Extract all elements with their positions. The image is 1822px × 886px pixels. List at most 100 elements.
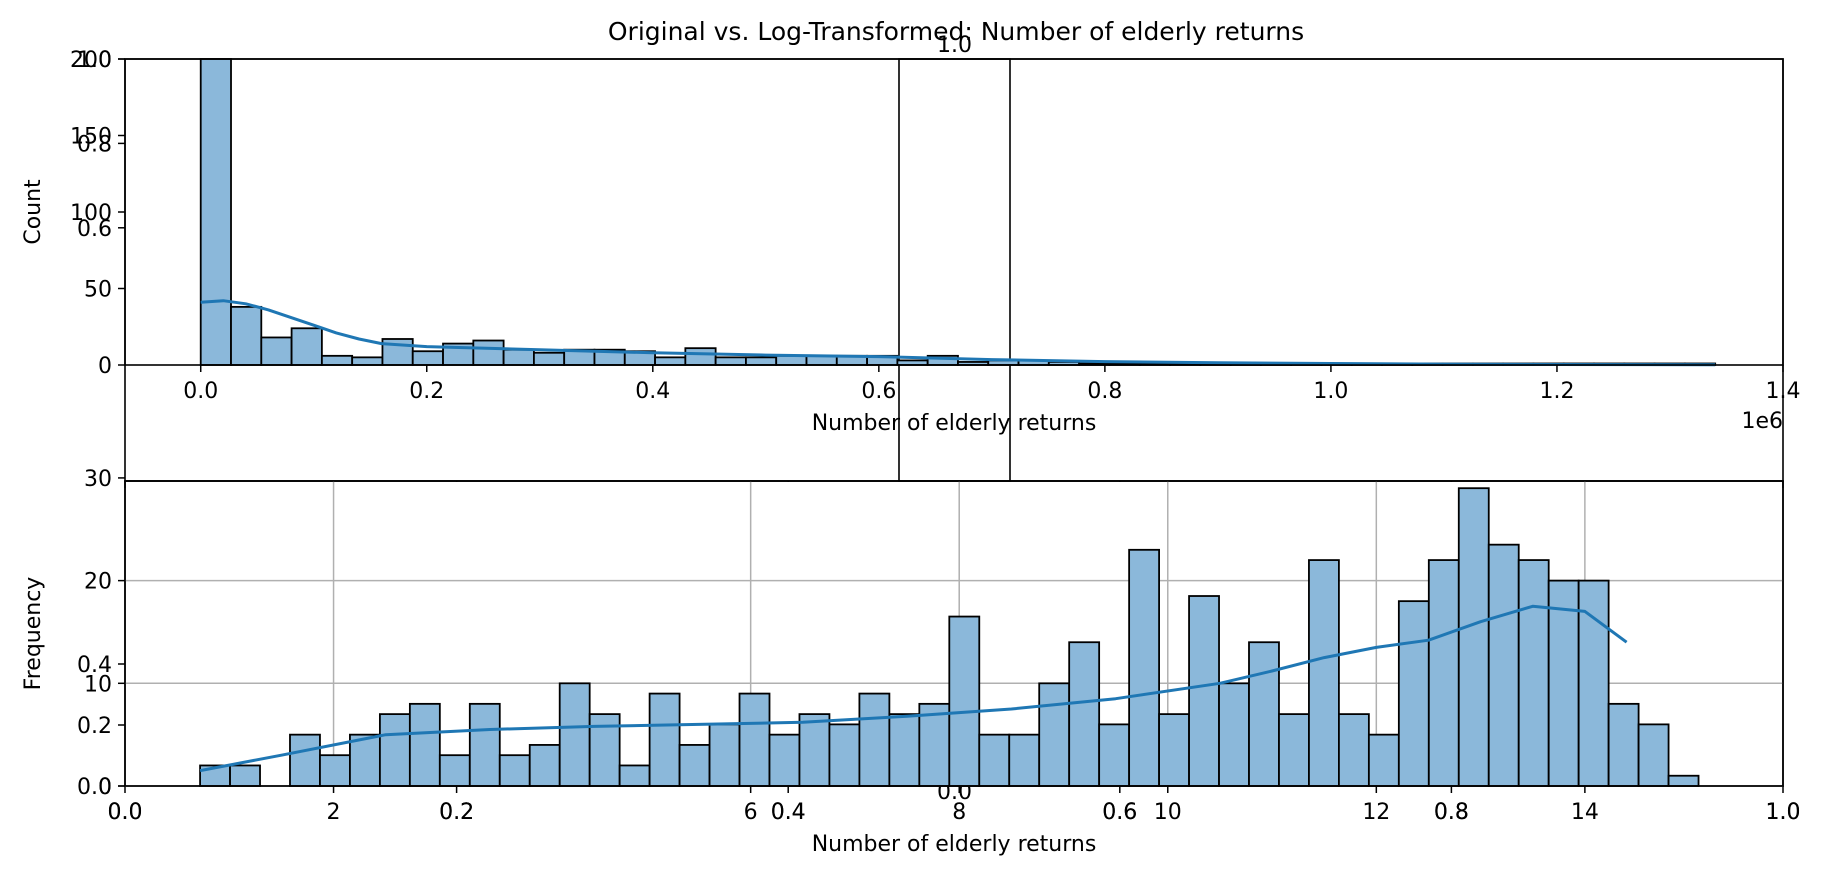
orig-hist-bar	[472, 339, 505, 366]
log-hist-bar	[378, 713, 411, 787]
log-hist-xtick-label: 14	[1571, 800, 1599, 825]
orig-hist-bar	[411, 350, 444, 366]
log-hist-bar	[558, 682, 591, 787]
log-hist-xtick-label: 2	[327, 800, 341, 825]
log-hist-bar	[408, 702, 441, 787]
log-hist-bar	[1397, 600, 1430, 787]
orig-hist-ytick-label: 50	[84, 278, 112, 303]
log-hist-ytick-label: 10	[84, 672, 112, 697]
log-hist-xlabel: Number of elderly returns	[812, 832, 1097, 857]
overlay3-ytick-label: 0.6	[77, 217, 112, 242]
log-hist-bar	[888, 713, 921, 787]
orig-hist-ytick-label: 200	[70, 48, 112, 73]
orig-hist-xtick-label: 0.0	[183, 379, 218, 404]
overlay3-xtick-label: 1.0	[1766, 800, 1801, 825]
orig-hist-xtick-label: 0.6	[861, 379, 896, 404]
overlay3-xtick-label: 0.8	[1434, 800, 1469, 825]
orig-hist-xtick-label: 0.8	[1087, 379, 1122, 404]
figure-title: Original vs. Log-Transformed: Number of …	[608, 17, 1304, 46]
log-hist-bar	[1068, 641, 1101, 787]
log-hist-bar	[1038, 682, 1071, 787]
log-hist-ytick-label: 30	[84, 467, 112, 492]
log-hist-bar	[1128, 548, 1160, 787]
overlay3-xtick-label: 0.4	[771, 800, 806, 825]
log-hist-bar	[1517, 559, 1550, 787]
overlay4-xtick-label: 0.6	[1102, 800, 1137, 825]
log-hist-bar	[798, 713, 831, 787]
log-histogram-axes: 2 6 8 10 12 14 0 10 20 30 Number of elderly return…	[21, 467, 1784, 857]
orig-hist-x-offset-label: 1e6	[1741, 409, 1783, 434]
log-hist-bar	[858, 692, 891, 787]
orig-hist-bar	[714, 356, 747, 366]
orig-hist-bar	[684, 347, 717, 366]
orig-hist-xtick-label: 0.2	[409, 379, 444, 404]
log-hist-bar	[768, 733, 801, 787]
log-hist-xtick-label: 12	[1362, 800, 1390, 825]
log-hist-bar	[1308, 559, 1340, 787]
log-hist-bar	[1607, 702, 1640, 787]
orig-hist-ytick-label: 150	[70, 125, 112, 150]
log-hist-bar	[1367, 733, 1400, 787]
log-hist-bar	[498, 754, 531, 787]
log-hist-xtick-label: 10	[1154, 800, 1182, 825]
overlay5-ytick-label: 1.0	[937, 33, 972, 58]
overlay3-xtick-label: 0.0	[108, 800, 143, 825]
log-hist-bar	[1098, 723, 1131, 787]
log-hist-bar	[1577, 579, 1610, 787]
orig-hist-bar	[654, 356, 687, 366]
log-hist-bar	[1188, 595, 1220, 787]
log-hist-bar	[1457, 487, 1490, 787]
log-hist-xtick-label: 6	[744, 800, 758, 825]
orig-hist-bar	[745, 356, 778, 366]
log-hist-bar	[319, 754, 351, 787]
orig-hist-bar	[502, 348, 535, 366]
overlay4-xtick-label: 0.8	[1434, 800, 1469, 825]
orig-hist-ytick-label: 100	[70, 201, 112, 226]
log-hist-ylabel: Frequency	[21, 577, 46, 691]
log-hist-xtick-label: 8	[952, 800, 966, 825]
log-hist-bar	[738, 692, 771, 787]
orig-hist-bar	[290, 327, 323, 366]
orig-hist-bar	[775, 354, 808, 366]
log-hist-bar	[1278, 713, 1310, 787]
log-hist-bar	[678, 744, 711, 787]
log-hist-bar	[289, 733, 321, 787]
overlay4-xtick-label: 0.0	[108, 800, 143, 825]
log-hist-bar	[708, 723, 741, 787]
log-hist-bar	[528, 744, 561, 787]
orig-hist-bar	[351, 356, 384, 366]
log-hist-bar	[978, 733, 1011, 787]
orig-hist-xtick-label: 1.2	[1539, 379, 1574, 404]
orig-hist-bar	[230, 305, 263, 366]
log-hist-bar	[229, 764, 261, 787]
orig-hist-xtick-label: 1.4	[1766, 379, 1801, 404]
log-hist-bar	[438, 754, 471, 787]
log-hist-ytick-label: 0	[98, 775, 112, 800]
orig-hist-xtick-label: 1.0	[1313, 379, 1348, 404]
log-hist-bar	[1487, 543, 1520, 787]
overlay3-ytick-label: 0.8	[77, 132, 112, 157]
log-hist-bar	[1158, 713, 1190, 787]
overlay3-xtick-label: 0.6	[1102, 800, 1137, 825]
log-hist-bar	[1218, 682, 1250, 787]
overlay3-ytick-label: 1.0	[77, 48, 112, 73]
overlay4-ytick-label: 0.4	[77, 653, 112, 678]
orig-hist-bar	[320, 354, 354, 366]
overlay4-xtick-label: 0.4	[771, 800, 806, 825]
log-hist-bar	[1667, 774, 1700, 787]
overlay3-xtick-label: 0.2	[439, 800, 474, 825]
orig-hist-xlabel: Number of elderly returns	[812, 411, 1097, 436]
log-hist-bar	[1248, 641, 1280, 787]
log-hist-kde-line	[199, 604, 1628, 773]
orig-hist-xtick-label: 0.4	[635, 379, 670, 404]
log-hist-ytick-label: 20	[84, 570, 112, 595]
log-hist-bar	[1338, 713, 1370, 787]
orig-hist-bar	[199, 58, 232, 366]
log-hist-bar	[648, 692, 681, 787]
original-histogram-axes: 0.0 0.2 0.4 0.6 0.8 1.0 1.2 1.4 0 50 100 150 200 Numb…	[21, 48, 1801, 436]
orig-hist-bar	[533, 351, 566, 366]
log-hist-frame	[124, 480, 1784, 787]
log-hist-bar	[828, 723, 861, 787]
orig-hist-bar	[260, 336, 293, 366]
